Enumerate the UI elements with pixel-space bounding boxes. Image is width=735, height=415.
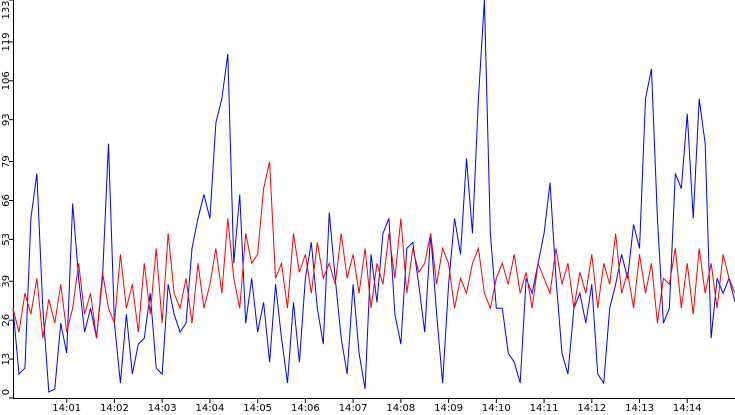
line-series (12, 161, 735, 339)
x-tick-label: 14:14 (673, 403, 702, 414)
y-tick-label: 13 (1, 353, 12, 366)
y-tick-label: 79 (1, 155, 12, 168)
y-tick-label: 133 (1, 0, 12, 19)
y-tick-label: 119 (1, 32, 12, 51)
y-tick-label: 39 (1, 275, 12, 288)
x-tick-label: 14:01 (52, 403, 81, 414)
line-series (12, 0, 735, 393)
x-tick-label: 14:08 (386, 403, 415, 414)
x-tick-label: 14:03 (148, 403, 177, 414)
x-tick-label: 14:02 (100, 403, 129, 414)
y-tick-label: 106 (1, 71, 12, 90)
x-tick-label: 14:13 (625, 403, 654, 414)
x-tick-label: 14:10 (482, 403, 511, 414)
y-tick-label: 93 (1, 113, 12, 126)
y-tick-label: 26 (1, 314, 12, 327)
x-tick-label: 14:05 (243, 403, 272, 414)
x-tick-label: 14:09 (434, 403, 463, 414)
y-tick-label: 66 (1, 194, 12, 207)
x-tick-label: 14:06 (291, 403, 320, 414)
y-tick-label: 53 (1, 233, 12, 246)
y-tick-label: 0 (1, 389, 12, 395)
x-tick-label: 14:04 (195, 403, 224, 414)
x-tick-label: 14:11 (530, 403, 559, 414)
x-tick-label: 14:07 (339, 403, 368, 414)
x-tick-label: 14:12 (577, 403, 606, 414)
